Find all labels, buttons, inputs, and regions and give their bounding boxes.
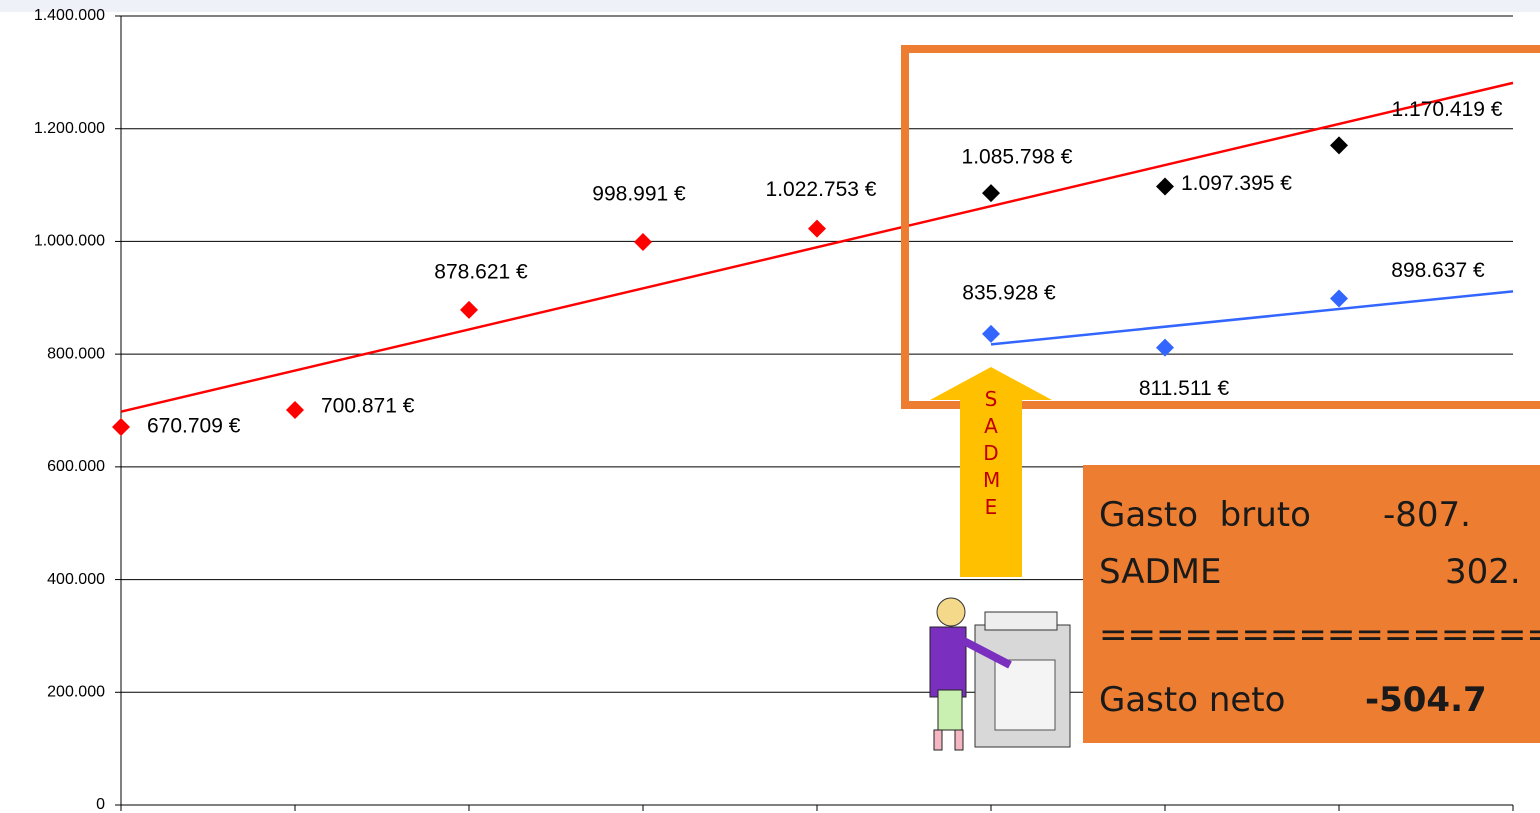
trendline	[121, 83, 1513, 412]
point	[286, 401, 304, 419]
summary-value: 302.	[1445, 552, 1521, 592]
copier-drawer	[995, 660, 1055, 730]
leg	[955, 730, 963, 750]
summary-value: -504.7	[1365, 680, 1487, 720]
point	[982, 325, 1000, 343]
summary-value: -807.	[1383, 495, 1471, 535]
point	[1156, 178, 1174, 196]
summary-label: Gasto bruto	[1099, 495, 1311, 535]
summary-box: Gasto bruto -807. SADME 302. ===========…	[1083, 465, 1540, 743]
value-label: 878.621 €	[434, 260, 528, 283]
page: 0 200.000 400.000 600.000 800.000 1.000.000 1.…	[0, 0, 1540, 813]
value-label: 700.871 €	[321, 395, 415, 418]
summary-rule: ==================	[1099, 615, 1540, 655]
jacket	[930, 627, 966, 697]
point	[982, 184, 1000, 202]
value-label: 998.991 €	[592, 183, 686, 206]
head	[937, 598, 965, 626]
value-label: 1.097.395 €	[1181, 172, 1292, 195]
value-label: 1.022.753 €	[766, 178, 877, 201]
value-label: 1.170.419 €	[1392, 98, 1503, 121]
summary-label: Gasto neto	[1099, 680, 1285, 720]
y-tick-label: 1.200.000	[34, 120, 105, 137]
point	[112, 418, 130, 436]
value-label: 670.709 €	[147, 415, 241, 438]
y-tick-label: 400.000	[47, 571, 105, 588]
arrow-label: SADME	[983, 386, 999, 521]
value-label: 898.637 €	[1391, 259, 1485, 282]
copier-top	[985, 612, 1057, 630]
point	[634, 233, 652, 251]
y-tick-label: 1.400.000	[34, 7, 105, 24]
y-tick-label: 200.000	[47, 684, 105, 701]
value-label: 1.085.798 €	[962, 146, 1073, 169]
y-tick-label: 1.000.000	[34, 233, 105, 250]
point	[1330, 290, 1348, 308]
y-tick-label: 600.000	[47, 458, 105, 475]
summary-label: SADME	[1099, 552, 1221, 592]
point	[808, 220, 826, 238]
clipart	[930, 598, 1070, 750]
header-strip	[0, 0, 1540, 12]
y-tick-label: 800.000	[47, 345, 105, 362]
y-tick-label: 0	[96, 796, 105, 813]
dress	[938, 690, 962, 730]
trendline	[991, 291, 1513, 344]
point	[1330, 136, 1348, 154]
value-label: 835.928 €	[962, 281, 1056, 304]
value-label: 811.511 €	[1139, 377, 1230, 400]
point	[460, 301, 478, 319]
leg	[934, 730, 942, 750]
